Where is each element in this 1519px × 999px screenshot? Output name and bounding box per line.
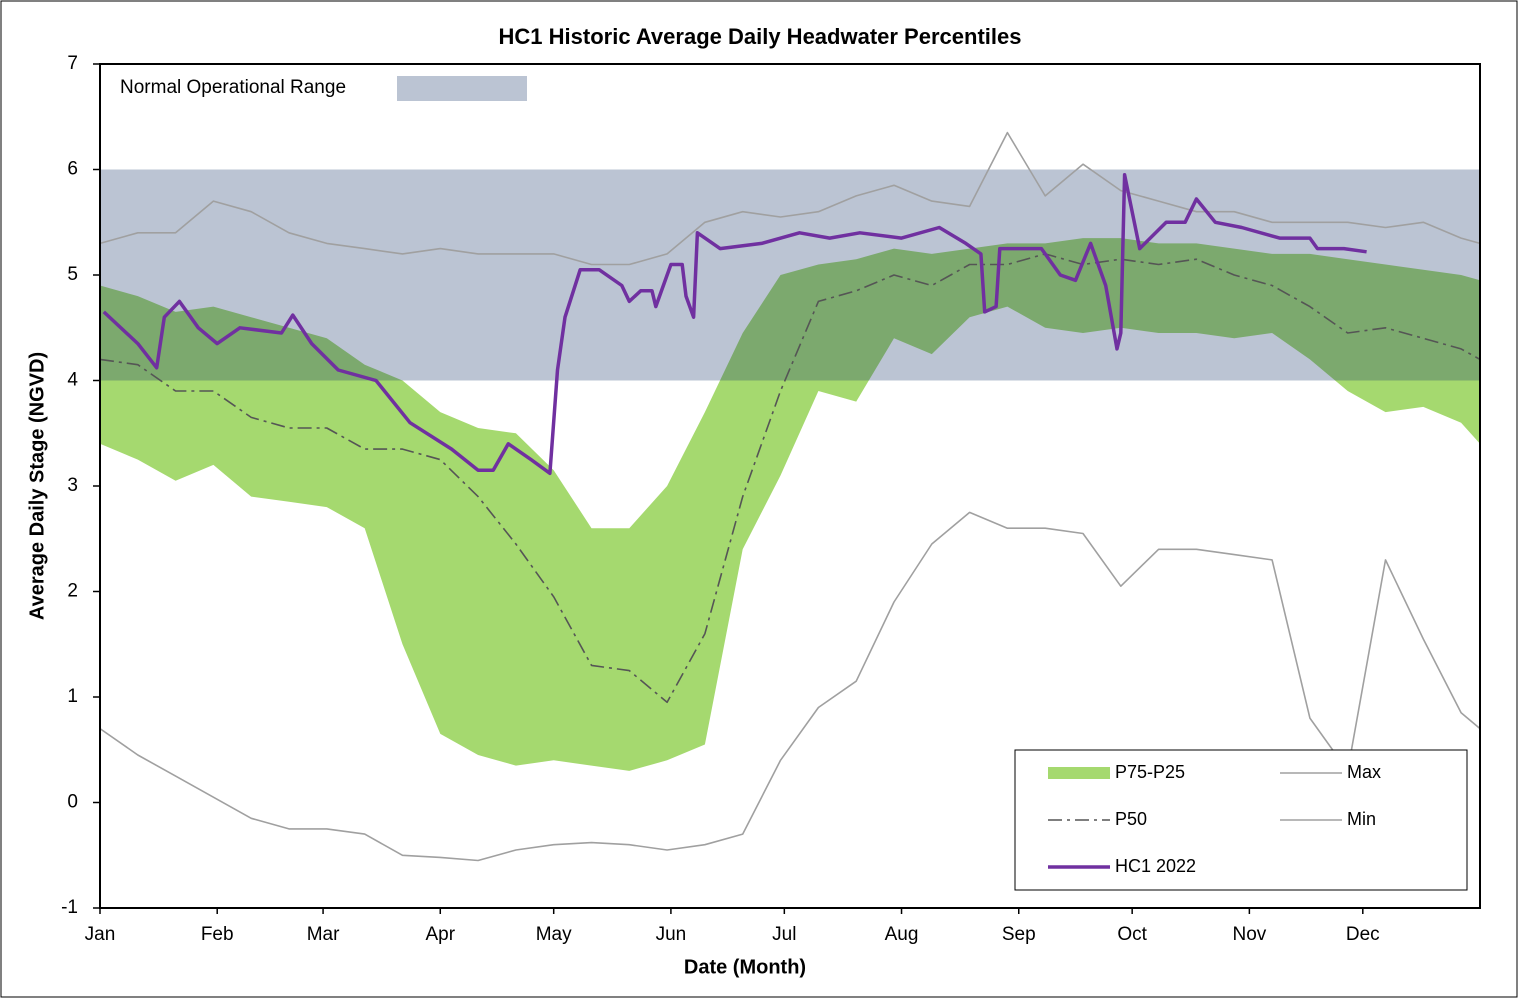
legend-label: Max bbox=[1347, 762, 1381, 782]
x-tick-label: Jul bbox=[772, 924, 796, 945]
percentile-band bbox=[100, 238, 1480, 771]
operational-range-label: Normal Operational Range bbox=[120, 77, 346, 98]
legend-swatch bbox=[1048, 767, 1110, 779]
y-tick-label: 5 bbox=[67, 264, 78, 285]
series-line bbox=[99, 131, 1481, 266]
chart-title: HC1 Historic Average Daily Headwater Per… bbox=[499, 24, 1022, 49]
legend-label: P75-P25 bbox=[1115, 762, 1185, 782]
series-line bbox=[102, 173, 1367, 476]
y-tick-label: -1 bbox=[61, 897, 78, 918]
x-tick-label: Jan bbox=[85, 924, 116, 945]
y-axis-title: Average Daily Stage (NGVD) bbox=[26, 352, 48, 620]
x-tick-label: Sep bbox=[1002, 924, 1036, 945]
series-line bbox=[99, 511, 1481, 862]
y-tick-label: 1 bbox=[67, 686, 78, 707]
operational-range bbox=[100, 169, 1480, 381]
x-tick-label: May bbox=[536, 924, 572, 945]
y-tick-label: 0 bbox=[67, 792, 78, 813]
x-tick-label: Nov bbox=[1232, 924, 1266, 945]
y-tick-label: 4 bbox=[67, 370, 78, 391]
x-axis-title: Date (Month) bbox=[684, 956, 806, 978]
x-tick-label: Apr bbox=[425, 924, 455, 945]
y-tick-label: 7 bbox=[67, 53, 78, 74]
x-tick-label: Aug bbox=[885, 924, 919, 945]
operational-range-swatch bbox=[397, 76, 527, 101]
x-tick-label: Mar bbox=[307, 924, 340, 945]
legend: P75-P25 Max P50 Min HC1 2022 bbox=[1014, 749, 1468, 891]
x-tick-label: Jun bbox=[656, 924, 687, 945]
x-tick-label: Dec bbox=[1346, 924, 1380, 945]
series-line bbox=[99, 253, 1481, 704]
x-tick-label: Oct bbox=[1117, 924, 1147, 945]
legend-label: P50 bbox=[1115, 809, 1147, 829]
y-tick-label: 3 bbox=[67, 475, 78, 496]
y-tick-label: 2 bbox=[67, 581, 78, 602]
legend-label: HC1 2022 bbox=[1115, 856, 1196, 876]
legend-label: Min bbox=[1347, 809, 1376, 829]
y-tick-label: 6 bbox=[67, 159, 78, 180]
x-tick-label: Feb bbox=[201, 924, 234, 945]
